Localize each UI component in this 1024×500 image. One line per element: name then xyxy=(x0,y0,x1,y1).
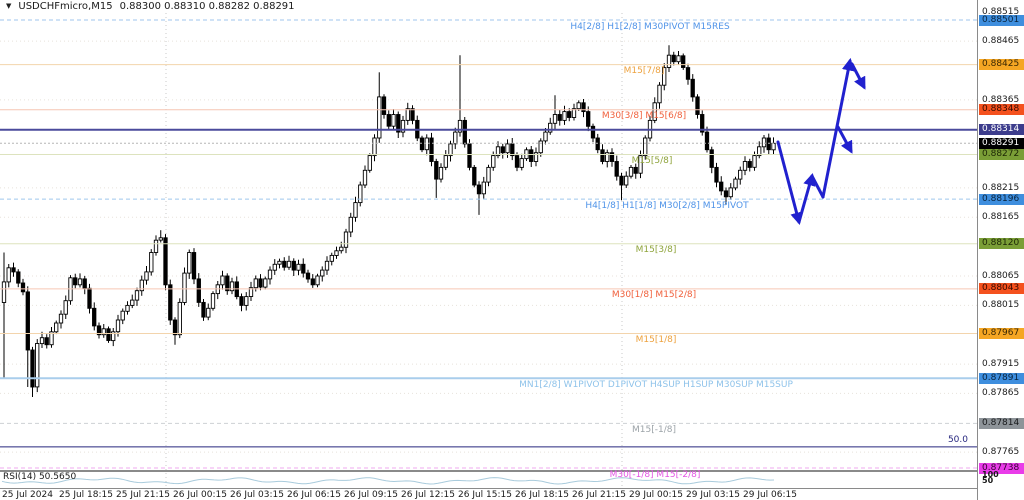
price-tick-label: 0.88365 xyxy=(982,94,1020,105)
forecast-arrow[interactable] xyxy=(821,57,855,199)
current-price-box: 0.88291 xyxy=(979,138,1024,149)
level-price-box: 0.88196 xyxy=(979,194,1024,205)
level-price-box: 0.88043 xyxy=(979,283,1024,294)
level-price-box: 0.88501 xyxy=(979,15,1024,26)
candles xyxy=(1,45,776,397)
level-label: M15[-1/8] xyxy=(632,424,676,435)
time-axis-label: 25 Jul 18:15 xyxy=(59,490,113,500)
price-axis[interactable]: 0.88515 0.88465 0.88365 0.88215 0.88165 0.880… xyxy=(977,0,1024,500)
chart-symbol-label: USDCHFmicro,M15 xyxy=(18,1,113,12)
time-axis-label: 29 Jul 03:15 xyxy=(686,490,740,500)
symbol-dropdown-icon[interactable]: ▼ xyxy=(6,2,12,10)
level-price-box: 0.88314 xyxy=(979,124,1024,135)
level-price-box: 0.87814 xyxy=(979,418,1024,429)
price-tick-label: 0.88165 xyxy=(982,212,1020,223)
forecast-arrow[interactable] xyxy=(836,125,853,154)
time-axis-label: 26 Jul 09:15 xyxy=(344,490,398,500)
price-tick-label: 0.88015 xyxy=(982,300,1020,311)
rsi-scale-label: 100 xyxy=(982,470,999,479)
level-label: H4[1/8] H1[1/8] M30[2/8] M15PIVOT xyxy=(585,200,749,211)
level-price-box: 0.88348 xyxy=(979,104,1024,115)
forecast-arrow[interactable] xyxy=(810,174,825,199)
forecast-arrow[interactable] xyxy=(797,172,816,224)
time-axis-label: 25 Jul 21:15 xyxy=(116,490,170,500)
level-label: M15[7/8] xyxy=(623,66,665,77)
level-label: M30[3/8] M15[6/8] xyxy=(601,111,687,122)
time-axis-label: 26 Jul 21:15 xyxy=(572,490,626,500)
level-label: MN1[2/8] W1PIVOT D1PIVOT H4SUP H1SUP M30… xyxy=(519,379,793,390)
level-label: 50.0 xyxy=(947,434,968,445)
forecast-arrow[interactable] xyxy=(776,140,803,226)
time-axis-label: 25 Jul 2024 xyxy=(2,490,53,500)
chart-ohlc-values: 0.88300 0.88310 0.88282 0.88291 xyxy=(119,1,295,12)
level-label: H4[2/8] H1[2/8] M30PIVOT M15RES xyxy=(570,21,730,32)
level-price-box: 0.87967 xyxy=(979,328,1024,339)
time-axis-label: 26 Jul 12:15 xyxy=(401,490,455,500)
time-axis-label: 26 Jul 00:15 xyxy=(173,490,227,500)
price-tick-label: 0.88215 xyxy=(982,182,1020,193)
pane-splitter[interactable] xyxy=(0,470,977,472)
price-tick-label: 0.87865 xyxy=(982,388,1020,399)
time-axis-label: 29 Jul 06:15 xyxy=(743,490,797,500)
time-axis-label: 26 Jul 03:15 xyxy=(230,490,284,500)
price-tick-label: 0.87765 xyxy=(982,447,1020,458)
time-axis[interactable]: 25 Jul 2024 25 Jul 18:15 25 Jul 21:15 26 Ju… xyxy=(0,488,977,500)
price-tick-label: 0.88515 xyxy=(982,6,1020,17)
chart-header: ▼ USDCHFmicro,M15 0.88300 0.88310 0.8828… xyxy=(0,0,977,13)
rsi-scale-label: 50 xyxy=(982,475,994,485)
time-axis-label: 26 Jul 18:15 xyxy=(515,490,569,500)
level-label: M15[3/8] xyxy=(635,245,677,256)
rsi-indicator-label: RSI(14) 50.5650 xyxy=(3,472,77,482)
level-label: M15[5/8] xyxy=(631,155,673,166)
forecast-arrow[interactable] xyxy=(850,62,866,90)
level-price-box: 0.87738 xyxy=(979,463,1024,474)
level-price-box: 0.87891 xyxy=(979,373,1024,384)
level-price-box: 0.88272 xyxy=(979,149,1024,160)
price-tick-label: 0.88465 xyxy=(982,36,1020,47)
time-axis-label: 29 Jul 00:15 xyxy=(629,490,683,500)
time-axis-label: 26 Jul 15:15 xyxy=(458,490,512,500)
level-label: M15[1/8] xyxy=(635,335,677,346)
price-tick-label: 0.88065 xyxy=(982,271,1020,281)
level-price-box: 0.88425 xyxy=(979,59,1024,70)
level-label: M30[1/8] M15[2/8] xyxy=(611,290,697,301)
level-price-box: 0.88120 xyxy=(979,238,1024,249)
price-tick-label: 0.87915 xyxy=(982,359,1020,370)
time-axis-label: 26 Jul 06:15 xyxy=(287,490,341,500)
level-label: M30[-1/8] M15[-2/8] xyxy=(609,469,701,480)
rsi-line xyxy=(1,477,775,485)
